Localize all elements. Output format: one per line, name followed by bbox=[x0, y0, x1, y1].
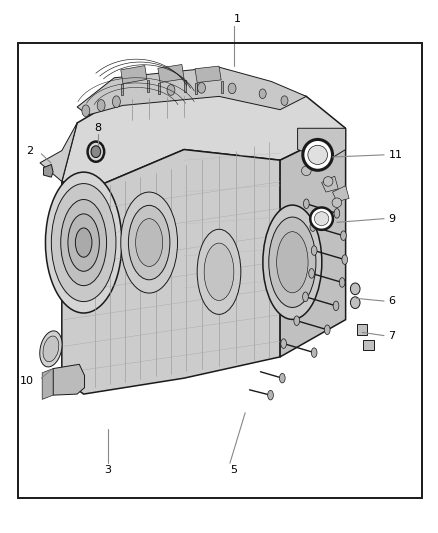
Text: 10: 10 bbox=[19, 376, 33, 386]
Polygon shape bbox=[121, 84, 123, 95]
Ellipse shape bbox=[82, 105, 90, 117]
Ellipse shape bbox=[46, 172, 122, 313]
Ellipse shape bbox=[113, 96, 120, 108]
Ellipse shape bbox=[136, 219, 162, 266]
Ellipse shape bbox=[68, 214, 99, 271]
Text: 2: 2 bbox=[26, 146, 33, 156]
Ellipse shape bbox=[279, 373, 285, 383]
Ellipse shape bbox=[303, 292, 308, 302]
Ellipse shape bbox=[198, 83, 205, 93]
Ellipse shape bbox=[269, 217, 316, 308]
Ellipse shape bbox=[304, 199, 309, 208]
Polygon shape bbox=[158, 83, 160, 94]
Text: 7: 7 bbox=[389, 330, 396, 341]
Polygon shape bbox=[221, 82, 223, 93]
Ellipse shape bbox=[263, 205, 322, 319]
Polygon shape bbox=[297, 128, 346, 160]
Ellipse shape bbox=[75, 228, 92, 257]
Ellipse shape bbox=[51, 183, 116, 302]
Ellipse shape bbox=[309, 269, 314, 278]
Ellipse shape bbox=[310, 222, 316, 231]
Ellipse shape bbox=[332, 198, 342, 207]
Polygon shape bbox=[195, 83, 197, 94]
Text: 9: 9 bbox=[389, 214, 396, 224]
Polygon shape bbox=[53, 365, 85, 395]
Text: 1: 1 bbox=[234, 14, 241, 25]
Ellipse shape bbox=[311, 246, 317, 255]
Polygon shape bbox=[184, 80, 186, 92]
Polygon shape bbox=[332, 185, 349, 201]
Ellipse shape bbox=[228, 83, 236, 94]
Ellipse shape bbox=[339, 278, 345, 287]
Ellipse shape bbox=[204, 243, 234, 301]
Ellipse shape bbox=[325, 325, 330, 335]
Ellipse shape bbox=[310, 207, 333, 230]
Ellipse shape bbox=[333, 301, 339, 311]
Text: 5: 5 bbox=[230, 465, 237, 474]
Ellipse shape bbox=[303, 140, 332, 170]
Polygon shape bbox=[77, 67, 306, 115]
Text: 3: 3 bbox=[104, 465, 111, 474]
Ellipse shape bbox=[350, 297, 360, 309]
Ellipse shape bbox=[121, 192, 177, 293]
Polygon shape bbox=[121, 66, 147, 84]
Polygon shape bbox=[321, 176, 338, 192]
Polygon shape bbox=[158, 64, 184, 83]
Ellipse shape bbox=[294, 316, 300, 326]
Bar bbox=[18, 43, 422, 498]
Ellipse shape bbox=[61, 199, 106, 286]
Ellipse shape bbox=[277, 232, 308, 293]
Polygon shape bbox=[62, 75, 346, 192]
Ellipse shape bbox=[97, 100, 105, 111]
Ellipse shape bbox=[334, 208, 340, 218]
Polygon shape bbox=[40, 123, 77, 181]
Ellipse shape bbox=[40, 331, 62, 367]
Polygon shape bbox=[195, 66, 221, 83]
Ellipse shape bbox=[281, 339, 286, 349]
Ellipse shape bbox=[314, 212, 329, 225]
Ellipse shape bbox=[91, 146, 101, 158]
Polygon shape bbox=[280, 128, 346, 357]
Polygon shape bbox=[62, 150, 280, 394]
Ellipse shape bbox=[167, 85, 175, 95]
Ellipse shape bbox=[197, 229, 241, 314]
Ellipse shape bbox=[128, 205, 170, 280]
Ellipse shape bbox=[268, 390, 273, 400]
FancyBboxPatch shape bbox=[357, 324, 367, 335]
Ellipse shape bbox=[342, 255, 348, 264]
Ellipse shape bbox=[308, 146, 328, 165]
Text: 6: 6 bbox=[389, 296, 396, 306]
Ellipse shape bbox=[301, 166, 311, 175]
Polygon shape bbox=[43, 165, 53, 177]
FancyBboxPatch shape bbox=[363, 340, 374, 351]
Ellipse shape bbox=[43, 336, 59, 362]
Ellipse shape bbox=[281, 96, 288, 106]
Polygon shape bbox=[42, 368, 53, 399]
Ellipse shape bbox=[350, 283, 360, 295]
Polygon shape bbox=[147, 80, 149, 92]
Text: 8: 8 bbox=[94, 123, 101, 133]
Ellipse shape bbox=[259, 89, 266, 99]
Ellipse shape bbox=[311, 348, 317, 358]
Text: 11: 11 bbox=[389, 150, 403, 160]
Ellipse shape bbox=[323, 176, 333, 186]
Ellipse shape bbox=[341, 231, 346, 240]
